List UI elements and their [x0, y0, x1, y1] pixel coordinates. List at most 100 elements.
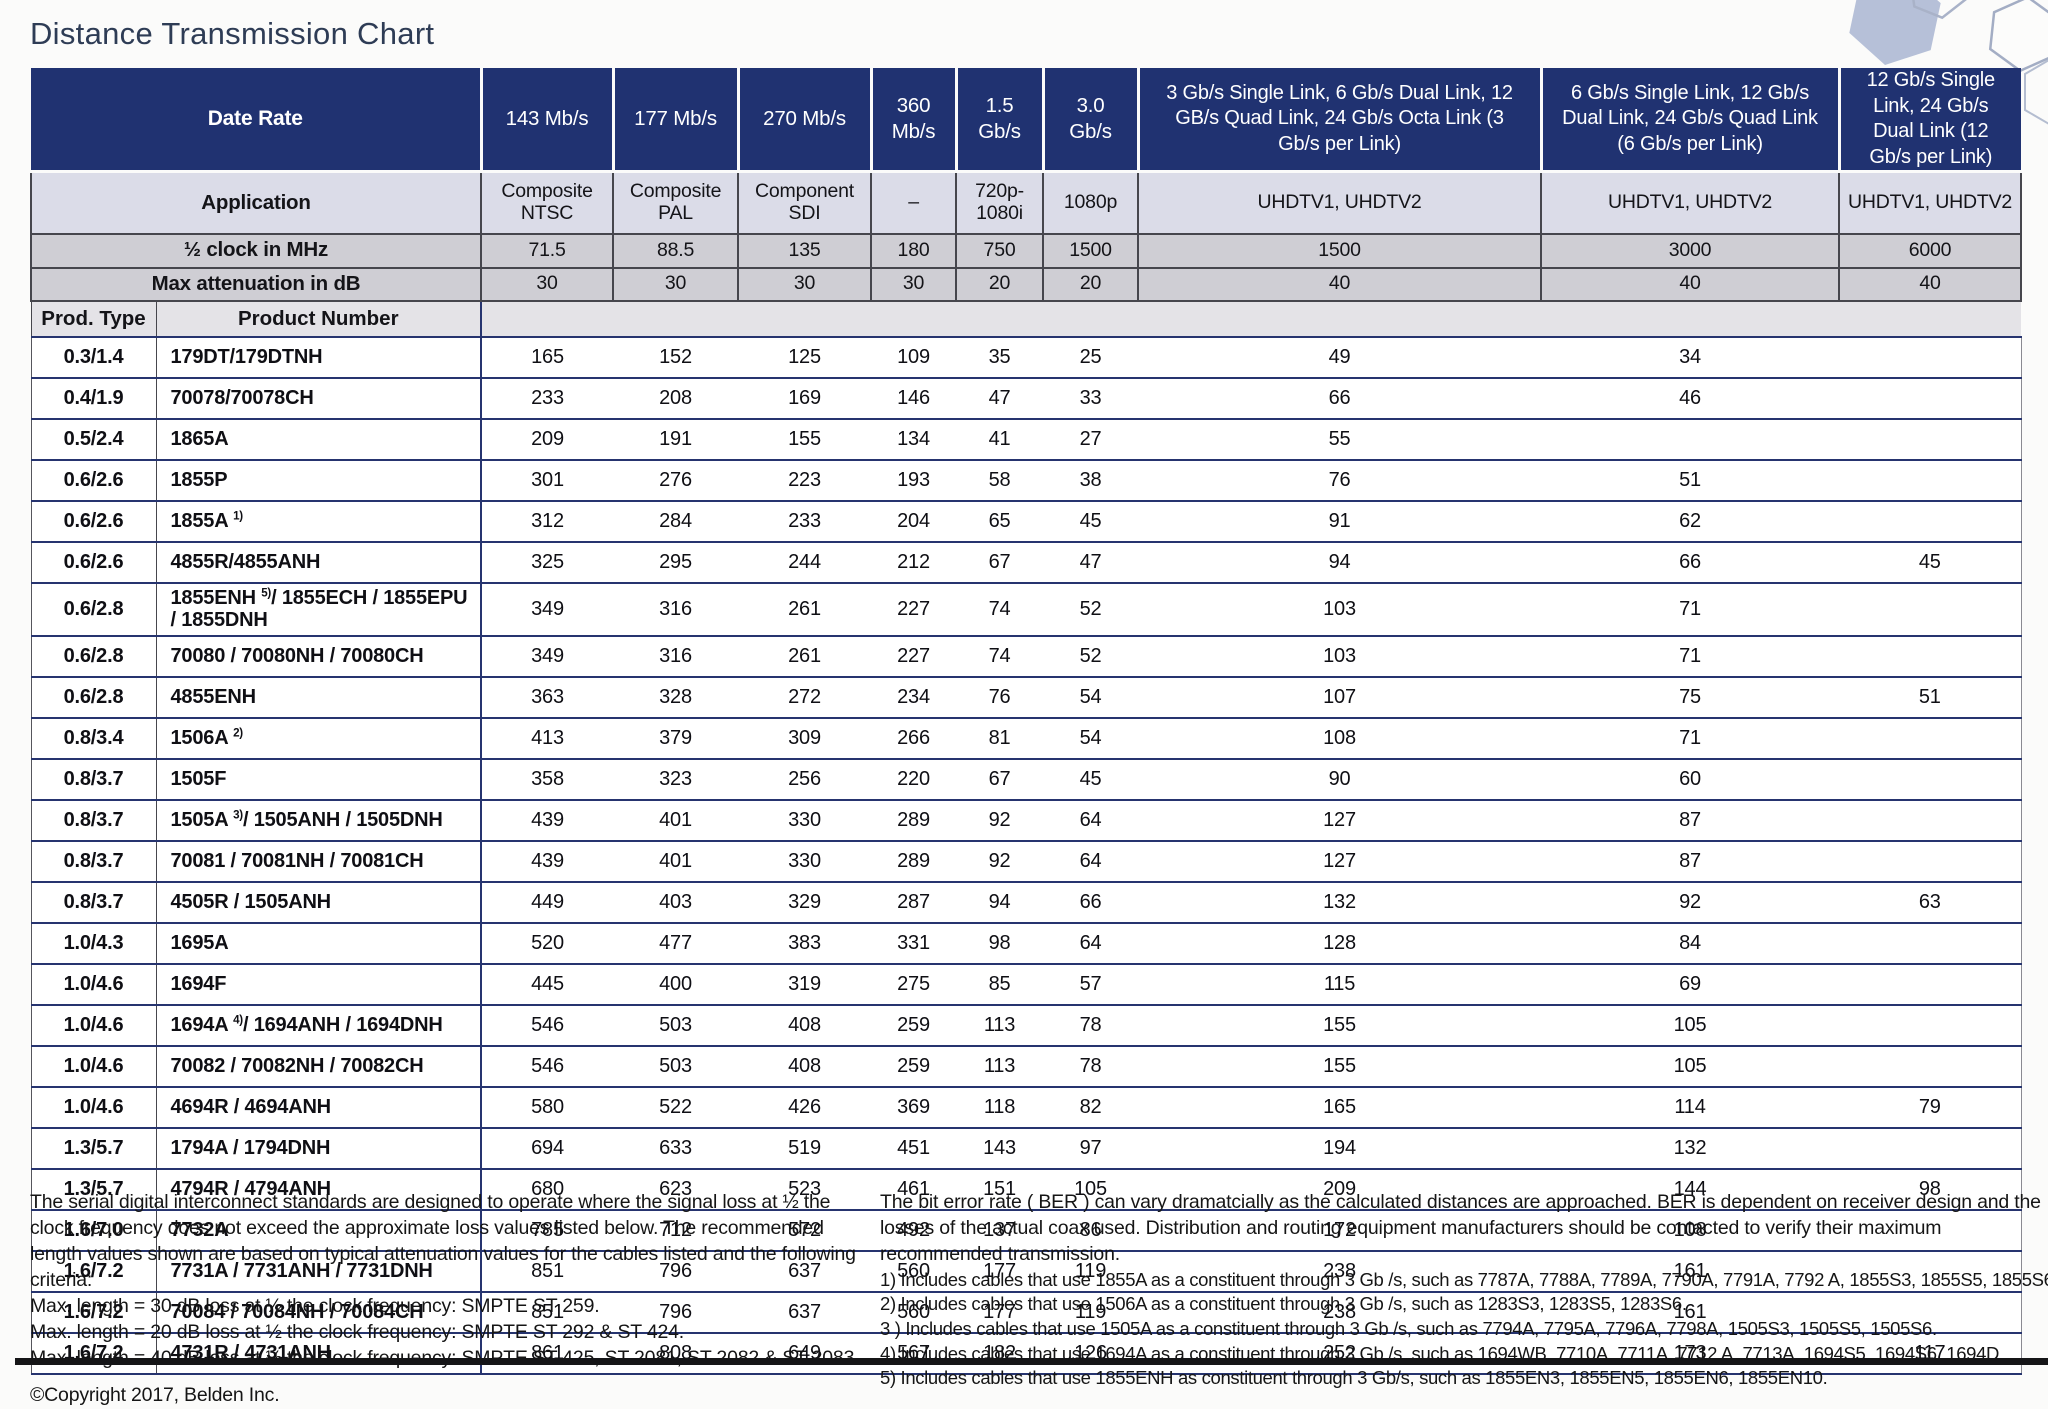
distance-value-cell: 204: [871, 499, 957, 542]
prod-type-cell: 1.3/5.7: [30, 1167, 157, 1210]
application-label: Application: [29, 170, 483, 235]
distance-value-cell: 383: [738, 921, 872, 964]
distance-value-cell: 261: [738, 634, 872, 677]
bottom-rule: [15, 1358, 2048, 1365]
distance-value-cell: 66: [1138, 376, 1542, 419]
rate-column-header: 12 Gb/s Single Link, 24 Gb/s Dual Link (…: [1839, 68, 2022, 174]
distance-value-cell: 114: [1541, 1085, 1840, 1128]
max-attenuation-row: Max attenuation in dB 30 30 30 30 20 20 40 40 40: [29, 266, 2023, 302]
distance-value-cell: 580: [481, 1085, 614, 1128]
product-number-cell: 4855ENH: [156, 675, 483, 718]
distance-value-cell: 165: [1138, 1085, 1542, 1128]
distance-value-cell: 177: [956, 1290, 1044, 1333]
distance-value-cell: 401: [613, 839, 739, 882]
distance-value-cell: 155: [738, 417, 872, 460]
distance-value-cell: 316: [613, 634, 739, 677]
product-row: 0.6/2.6 1855P 301 276 223 193 58 38 76 51: [30, 458, 2022, 501]
distance-value-cell: 212: [871, 540, 957, 583]
distance-value-cell: 155: [1138, 1003, 1542, 1046]
product-row: 0.5/2.4 1865A 209 191 155 134 41 27 55: [30, 417, 2022, 460]
prod-type-cell: 0.4/1.9: [30, 376, 157, 419]
distance-value-cell: 78: [1043, 1044, 1139, 1087]
note-line: 5) Includes cables that use 1855ENH as c…: [880, 1367, 1828, 1389]
half-clock-cell: 180: [870, 232, 958, 269]
distance-value-cell: 233: [738, 499, 872, 542]
distance-value-cell: 105: [1541, 1044, 1840, 1087]
distance-value-cell: 105: [1043, 1167, 1139, 1210]
distance-value-cell: 477: [613, 921, 739, 964]
product-row: 1.0/4.6 1694A 4)/ 1694ANH / 1694DNH 546 503…: [30, 1003, 2022, 1046]
rate-column-header: 177 Mb/s: [613, 68, 740, 174]
distance-value-cell: 408: [738, 1003, 872, 1046]
half-clock-cell: 71.5: [480, 232, 615, 269]
max-atten-cell: 20: [1042, 266, 1140, 302]
prod-type-cell: 1.6/7.0: [30, 1208, 157, 1251]
prod-type-cell: 1.0/4.3: [30, 921, 157, 964]
distance-value-cell: 259: [871, 1044, 957, 1087]
distance-value-cell: 143: [956, 1126, 1044, 1169]
distance-value-cell: 71: [1541, 634, 1840, 677]
distance-value-cell: 284: [613, 499, 739, 542]
distance-value-cell: 796: [613, 1249, 739, 1292]
distance-value-cell: 227: [871, 634, 957, 677]
product-number-cell: 70078/70078CH: [156, 376, 483, 419]
distance-value-cell: 92: [956, 798, 1044, 841]
distance-value-cell: 233: [481, 376, 614, 419]
distance-value-cell: 144: [1541, 1167, 1840, 1210]
prod-type-cell: 1.6/7.2: [30, 1249, 157, 1292]
product-number-header: Product Number: [156, 299, 483, 338]
distance-value-cell: [1839, 921, 2022, 964]
distance-value-cell: 227: [871, 581, 957, 636]
product-row: 0.8/3.7 1505F 358 323 256 220 67 45 90 60: [30, 757, 2022, 800]
distance-value-cell: 46: [1541, 376, 1840, 419]
distance-value-cell: 560: [871, 1249, 957, 1292]
distance-value-cell: 400: [613, 962, 739, 1005]
prod-type-cell: 0.8/3.7: [30, 839, 157, 882]
distance-value-cell: 323: [613, 757, 739, 800]
product-number-cell: 1855A 1): [156, 499, 483, 542]
max-atten-cell: 40: [1137, 266, 1543, 302]
distance-value-cell: [1839, 581, 2022, 636]
half-clock-cell: 88.5: [612, 232, 740, 269]
distance-value-cell: 519: [738, 1126, 872, 1169]
product-row: 0.3/1.4 179DT/179DTNH 165 152 125 109 35 25 49 34: [30, 335, 2022, 378]
application-cell: UHDTV1, UHDTV2: [1838, 170, 2023, 235]
distance-value-cell: 94: [956, 880, 1044, 923]
distance-value-cell: 34: [1541, 335, 1840, 378]
distance-value-cell: [1839, 798, 2022, 841]
distance-value-cell: 712: [613, 1208, 739, 1251]
distance-value-cell: [1839, 757, 2022, 800]
half-clock-cell: 750: [955, 232, 1045, 269]
distance-value-cell: 126: [1043, 1331, 1139, 1375]
prod-type-cell: 1.0/4.6: [30, 1085, 157, 1128]
max-atten-cell: 30: [737, 266, 873, 302]
distance-value-cell: 119: [1043, 1290, 1139, 1333]
prod-type-cell: 0.8/3.7: [30, 798, 157, 841]
prod-type-cell: 1.3/5.7: [30, 1126, 157, 1169]
distance-value-cell: 118: [956, 1085, 1044, 1128]
application-row: Application Composite NTSC Composite PAL C…: [29, 170, 2023, 235]
distance-value-cell: 449: [481, 880, 614, 923]
distance-value-cell: 71: [1541, 716, 1840, 759]
product-number-cell: 1505A 3)/ 1505ANH / 1505DNH: [156, 798, 483, 841]
distance-value-cell: 572: [738, 1208, 872, 1251]
half-clock-cell: 1500: [1042, 232, 1140, 269]
distance-value-cell: 694: [481, 1126, 614, 1169]
distance-value-cell: 90: [1138, 757, 1542, 800]
product-number-cell: 1855ENH 5)/ 1855ECH / 1855EPU / 1855DNH: [156, 581, 483, 636]
product-number-cell: 4694R / 4694ANH: [156, 1085, 483, 1128]
distance-value-cell: 33: [1043, 376, 1139, 419]
application-cell: 720p-1080i: [955, 170, 1045, 235]
footnote-left-intro: The serial digital interconnect standard…: [30, 1191, 856, 1291]
distance-value-cell: 401: [613, 798, 739, 841]
distance-value-cell: 191: [613, 417, 739, 460]
distance-value-cell: [1839, 1249, 2022, 1292]
note-lines: 1) Includes cables that use 1855A as a c…: [880, 1268, 2048, 1391]
distance-value-cell: 98: [1839, 1167, 2022, 1210]
footnote-left: The serial digital interconnect standard…: [30, 1190, 875, 1409]
product-number-cell: 70080 / 70080NH / 70080CH: [156, 634, 483, 677]
distance-value-cell: 182: [956, 1331, 1044, 1375]
product-row: 1.0/4.6 4694R / 4694ANH 580 522 426 369 118 82 1…: [30, 1085, 2022, 1128]
distance-value-cell: 45: [1043, 757, 1139, 800]
distance-value-cell: 169: [738, 376, 872, 419]
